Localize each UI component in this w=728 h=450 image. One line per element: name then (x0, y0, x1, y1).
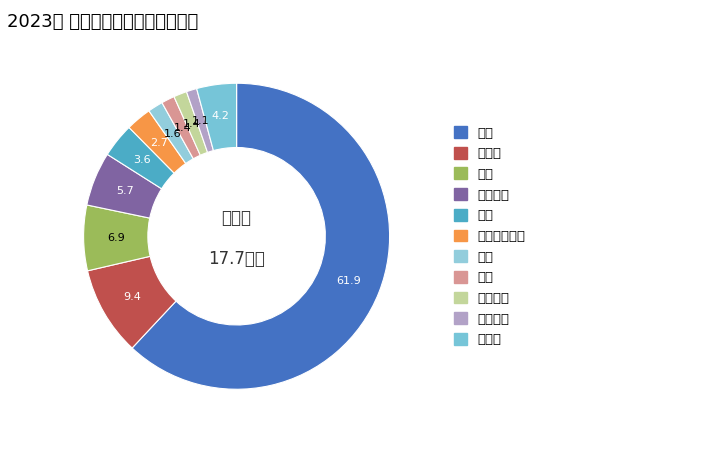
Text: 17.7億円: 17.7億円 (208, 250, 265, 268)
Wedge shape (174, 92, 207, 155)
Text: 4.2: 4.2 (212, 112, 229, 122)
Text: 3.6: 3.6 (134, 155, 151, 166)
Wedge shape (87, 256, 176, 348)
Text: 総　額: 総 額 (221, 209, 252, 227)
Wedge shape (87, 154, 162, 218)
Wedge shape (162, 97, 200, 159)
Text: 1.4: 1.4 (183, 119, 201, 129)
Text: 1.4: 1.4 (173, 123, 191, 133)
Legend: 中国, インド, 米国, オランダ, 韓国, シンガポール, タイ, 台湾, メキシコ, ベトナム, その他: 中国, インド, 米国, オランダ, 韓国, シンガポール, タイ, 台湾, メ… (454, 126, 526, 346)
Text: 1.6: 1.6 (164, 129, 181, 139)
Text: 2.7: 2.7 (150, 139, 168, 148)
Wedge shape (129, 111, 186, 173)
Wedge shape (107, 127, 174, 189)
Text: 2023年 輸出相手国のシェア（％）: 2023年 輸出相手国のシェア（％） (7, 14, 199, 32)
Wedge shape (197, 83, 237, 151)
Wedge shape (84, 205, 150, 271)
Text: 61.9: 61.9 (336, 275, 361, 286)
Text: 6.9: 6.9 (107, 233, 124, 243)
Text: 1.1: 1.1 (192, 116, 210, 126)
Wedge shape (149, 103, 194, 163)
Text: 5.7: 5.7 (116, 186, 133, 196)
Wedge shape (186, 89, 213, 153)
Text: 9.4: 9.4 (123, 292, 141, 302)
Wedge shape (132, 83, 389, 389)
